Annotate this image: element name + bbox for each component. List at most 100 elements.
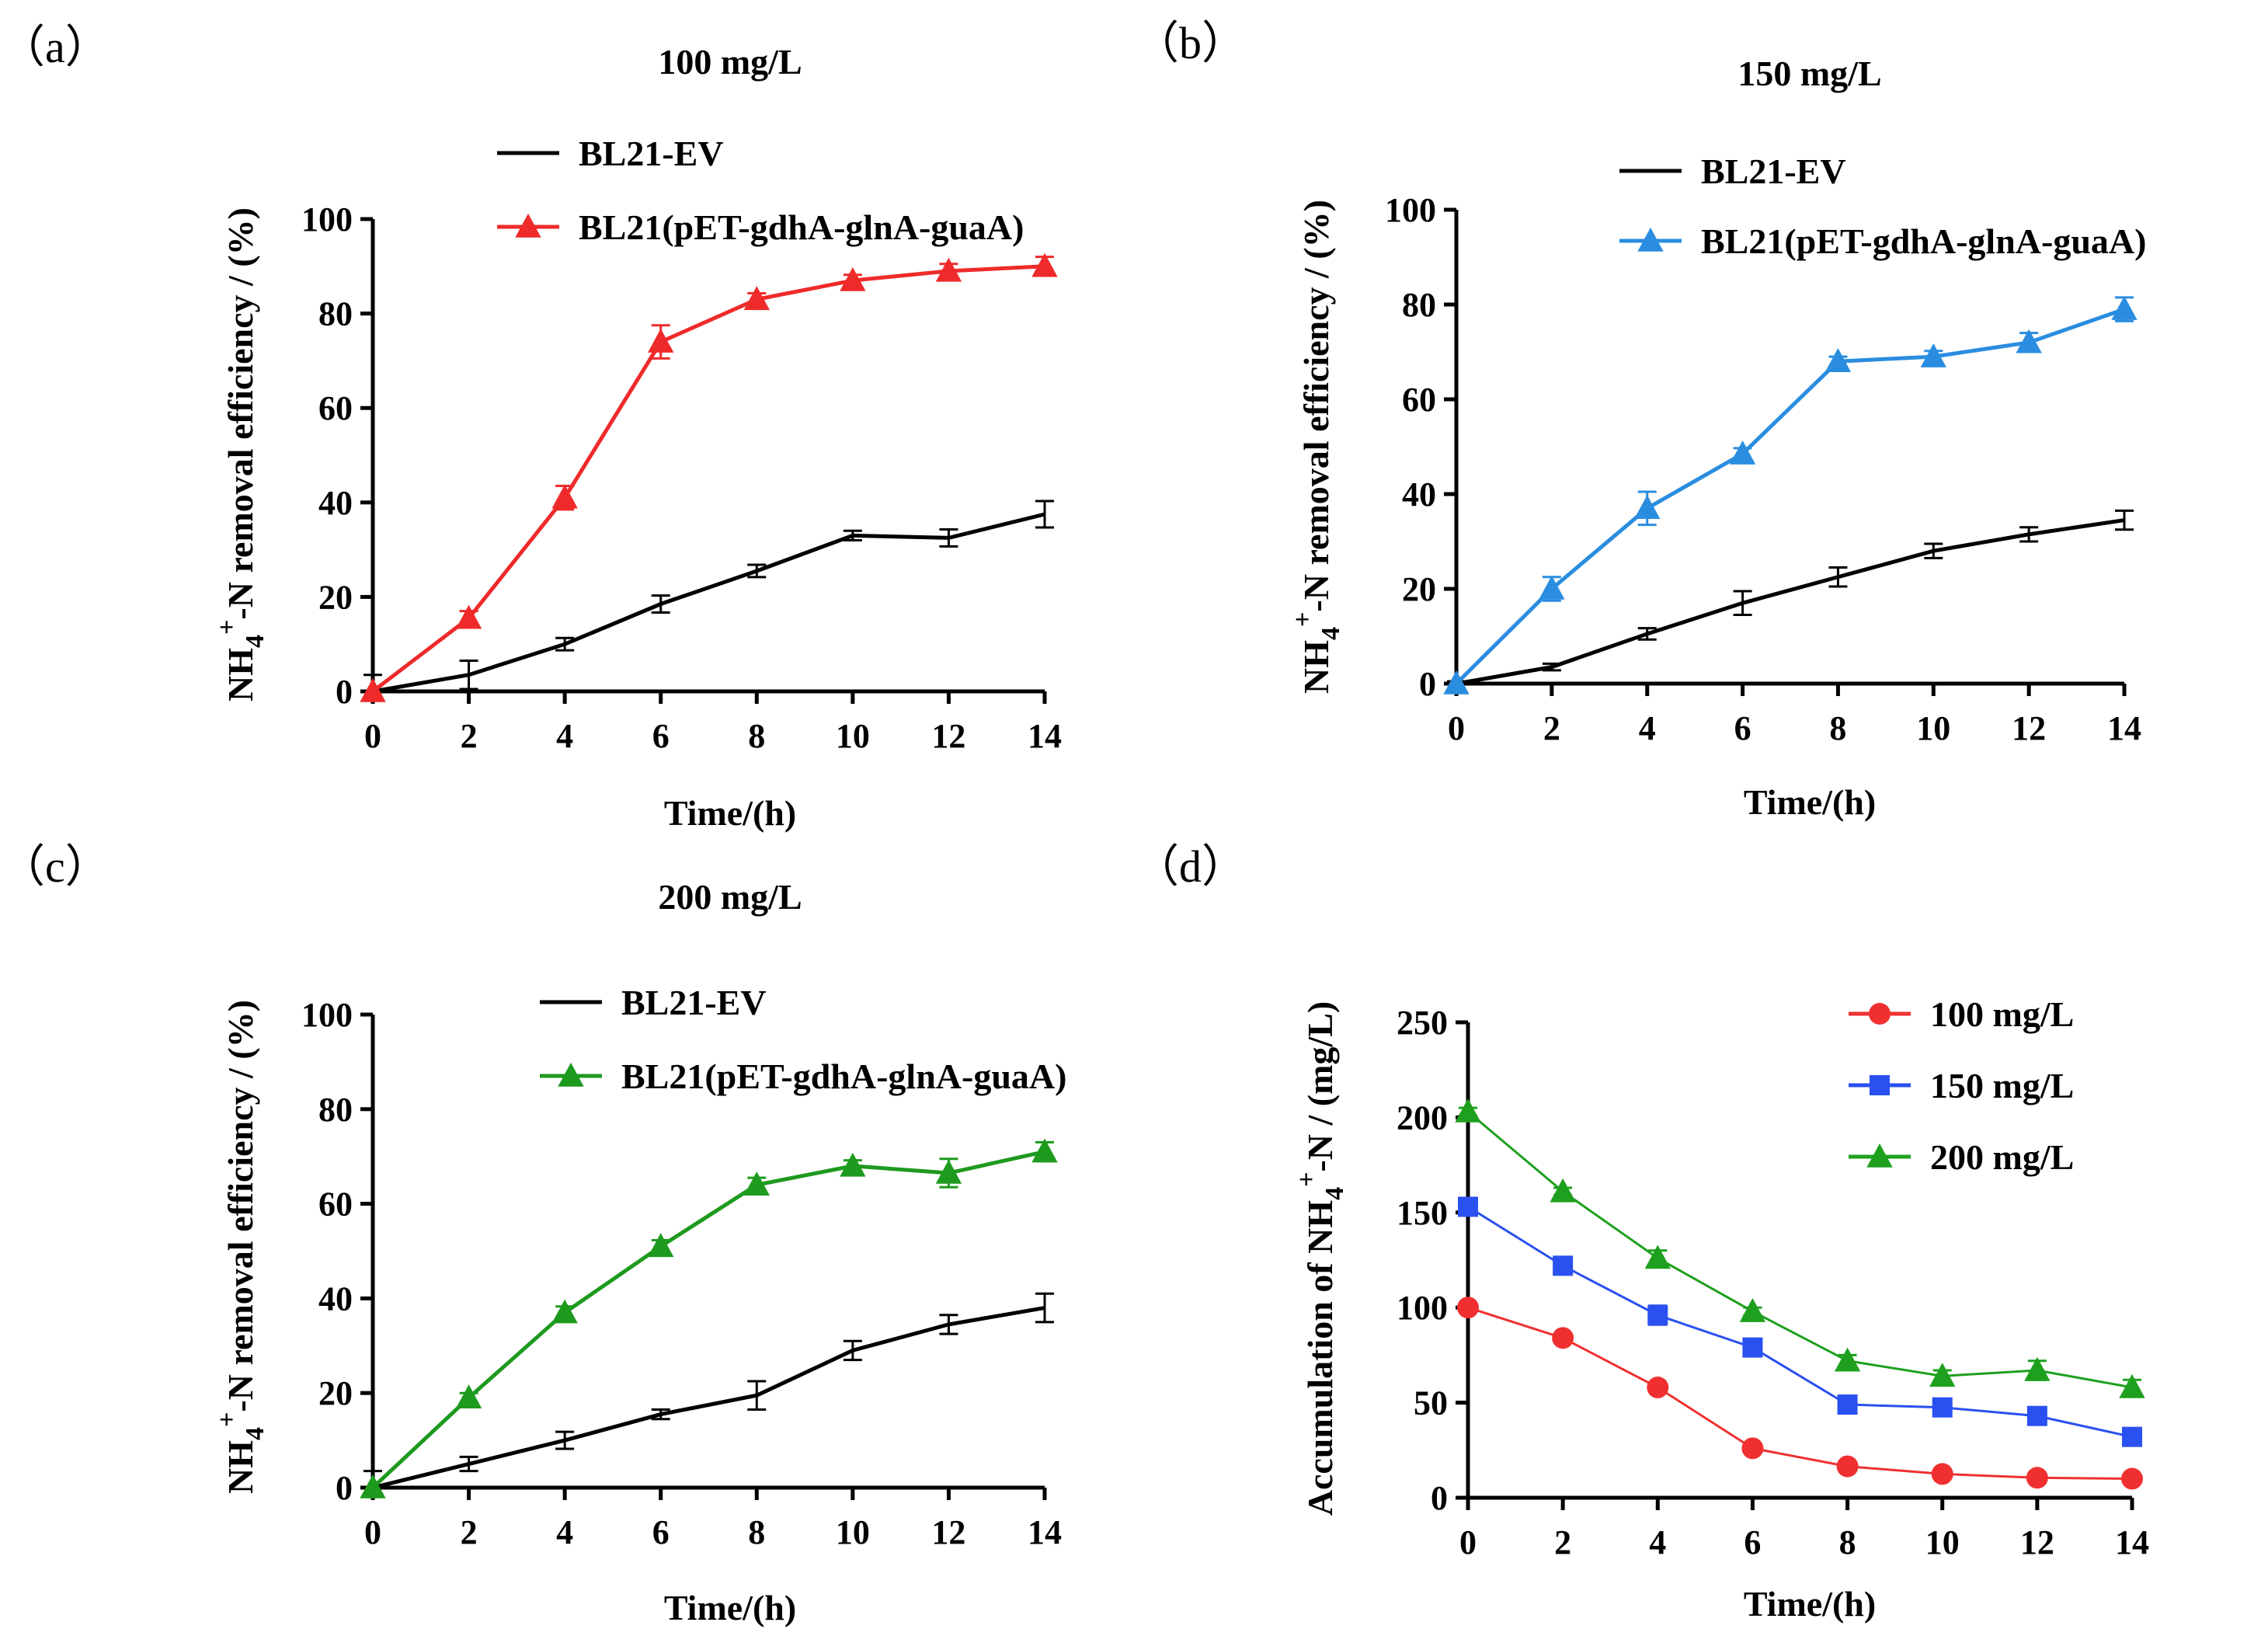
series-line-d-2 <box>1467 1110 2133 1389</box>
y-label-rest: -N removal efficiency / (%) <box>221 1000 260 1412</box>
y-axis-label-c: NH4+-N removal efficiency / (%) <box>213 1000 270 1494</box>
legend-label-b-1: BL21(pET-gdhA-glnA-guaA) <box>1701 221 2146 261</box>
legend-label-a-0: BL21-EV <box>579 134 724 173</box>
y-tick-label-c: 0 <box>336 1469 353 1507</box>
y-label-main: NH <box>221 648 260 701</box>
legend-d: 100 mg/L 150 mg/L 200 mg/L <box>1849 994 2074 1177</box>
x-tick-label-d: 8 <box>1839 1523 1856 1561</box>
x-tick-label-d: 14 <box>2115 1523 2149 1561</box>
x-tick-label-c: 14 <box>1028 1513 1062 1551</box>
legend-label-b-0: BL21-EV <box>1701 151 1846 191</box>
y-tick-label-c: 40 <box>318 1279 353 1318</box>
series-d-2 <box>1455 1098 2145 1398</box>
legend-marker-d-1 <box>1870 1075 1890 1095</box>
chart-title-c: 200 mg/L <box>658 877 802 917</box>
panel-label-d: （d） <box>1134 841 1247 892</box>
y-tick-label-c: 100 <box>301 996 353 1034</box>
y-label-rest: -N / (mg/L) <box>1300 1001 1340 1172</box>
series-line-a-1 <box>371 264 1045 693</box>
x-axis-label-c: Time/(h) <box>664 1588 796 1627</box>
x-axis-label-a: Time/(h) <box>664 793 796 833</box>
y-tick-label-a: 80 <box>318 295 353 333</box>
series-line-c-0 <box>372 1306 1045 1490</box>
data-point-d-2 <box>1834 1347 1861 1372</box>
x-tick-label-a: 12 <box>931 717 965 755</box>
data-point-c-1 <box>455 1384 482 1409</box>
series-line-b-1 <box>1455 307 2125 685</box>
legend-label-c-1: BL21(pET-gdhA-glnA-guaA) <box>621 1056 1066 1096</box>
x-tick-label-d: 10 <box>1925 1523 1960 1561</box>
legend-label-a-1: BL21(pET-gdhA-glnA-guaA) <box>579 207 1024 247</box>
y-tick-label-c: 20 <box>318 1374 353 1412</box>
data-point-d-0 <box>1741 1437 1764 1460</box>
data-point-d-1 <box>1553 1255 1574 1276</box>
data-point-b-1 <box>1539 575 1565 600</box>
legend-marker-d-0 <box>1869 1003 1891 1025</box>
data-point-d-2 <box>1739 1297 1766 1322</box>
x-tick-label-d: 6 <box>1744 1523 1761 1561</box>
x-tick-label-b: 0 <box>1448 709 1465 747</box>
y-tick-label-a: 40 <box>318 484 353 522</box>
y-tick-label-b: 20 <box>1402 570 1436 608</box>
data-point-c-1 <box>743 1171 770 1196</box>
y-label-main: NH <box>1296 640 1336 694</box>
series-b-1 <box>1443 295 2138 694</box>
y-label-superscript: + <box>213 1412 242 1427</box>
series-line-b-0 <box>1456 518 2125 686</box>
x-tick-label-a: 4 <box>556 717 573 755</box>
legend-label-d-2: 200 mg/L <box>1930 1137 2074 1177</box>
y-label-main: Accumulation of NH <box>1300 1200 1340 1516</box>
data-point-b-1 <box>1634 495 1661 520</box>
data-point-a-1 <box>1031 252 1058 277</box>
data-point-a-1 <box>455 604 482 629</box>
data-point-d-1 <box>1932 1397 1953 1418</box>
data-point-a-1 <box>935 257 962 282</box>
y-label-main: NH <box>221 1440 260 1494</box>
data-point-d-0 <box>1457 1297 1479 1319</box>
data-point-a-1 <box>840 266 866 291</box>
data-point-d-2 <box>1455 1098 1481 1123</box>
legend-label-d-0: 100 mg/L <box>1930 994 2074 1034</box>
y-tick-label-b: 80 <box>1402 286 1436 324</box>
panel-label-b: （b） <box>1134 18 1247 68</box>
y-label-superscript: + <box>1292 1172 1321 1187</box>
data-point-d-1 <box>1742 1337 1763 1358</box>
panel-label-a: （a） <box>0 22 110 72</box>
x-axis-label-b: Time/(h) <box>1744 782 1876 822</box>
y-tick-label-d: 250 <box>1397 1004 1448 1042</box>
y-label-superscript: + <box>1289 612 1317 627</box>
series-line-d-1 <box>1467 1206 2133 1439</box>
x-tick-label-d: 12 <box>2020 1523 2054 1561</box>
data-point-d-1 <box>1837 1394 1858 1415</box>
data-point-d-1 <box>2026 1405 2047 1426</box>
data-point-d-0 <box>1647 1377 1669 1399</box>
x-tick-label-b: 6 <box>1734 709 1751 747</box>
data-point-b-1 <box>1920 343 1946 367</box>
data-point-c-1 <box>935 1159 962 1184</box>
series-a-1 <box>360 252 1058 702</box>
y-tick-label-d: 150 <box>1397 1194 1448 1232</box>
x-tick-label-a: 8 <box>748 717 765 755</box>
y-axis-label-d: Accumulation of NH4+-N / (mg/L) <box>1292 1001 1349 1516</box>
series-c-1 <box>360 1138 1058 1499</box>
y-label-rest: -N removal efficiency / (%) <box>221 207 260 620</box>
x-tick-label-c: 8 <box>748 1513 765 1551</box>
x-tick-label-c: 2 <box>461 1513 478 1551</box>
y-tick-label-b: 60 <box>1402 381 1436 419</box>
data-point-d-1 <box>1647 1304 1668 1325</box>
panel-label-c: （c） <box>0 841 110 892</box>
y-tick-label-a: 60 <box>318 389 353 427</box>
x-tick-label-b: 8 <box>1829 709 1846 747</box>
legend-label-d-1: 150 mg/L <box>1930 1066 2074 1105</box>
x-tick-label-a: 10 <box>836 717 870 755</box>
y-label-subscript: 4 <box>241 1427 270 1440</box>
data-point-c-1 <box>360 1474 386 1499</box>
x-tick-label-a: 14 <box>1028 717 1062 755</box>
x-tick-label-c: 12 <box>931 1513 965 1551</box>
x-tick-label-c: 0 <box>364 1513 381 1551</box>
y-tick-label-d: 200 <box>1397 1098 1448 1137</box>
y-tick-label-a: 100 <box>301 200 353 238</box>
data-point-b-1 <box>1729 440 1756 465</box>
legend-marker-d-2 <box>1866 1143 1893 1168</box>
